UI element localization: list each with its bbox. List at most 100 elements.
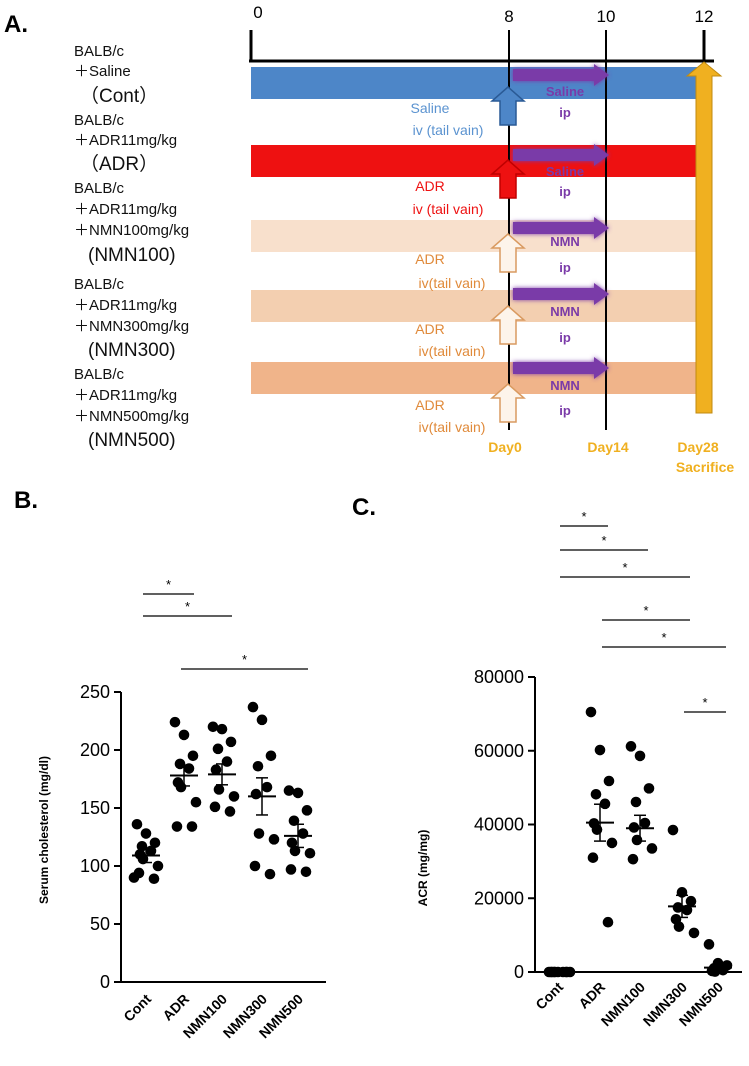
data-point [249,860,261,872]
inj-label-adr: ADR [415,178,445,194]
group-cont-name: （Cont） [80,85,158,107]
inj-label-nmn500: ADR [415,397,445,413]
day-label-12: 12 [695,7,714,26]
ip-route-adr: ip [559,184,571,199]
sacrifice-arrow [685,61,723,414]
data-point [216,723,228,735]
data-point [207,721,219,733]
data-point [630,796,642,808]
ip-label-nmn300: NMN [550,304,580,319]
data-point [286,837,298,849]
data-point [178,729,190,741]
data-point [292,787,304,799]
data-point [646,843,658,854]
ytick-label: 60000 [474,741,524,761]
data-point [681,904,693,916]
ip-route-nmn300: ip [559,330,571,345]
panel-b-means [132,763,312,864]
ip-arrow-nmn100 [513,217,609,239]
panel-b-letter: B. [14,487,38,514]
data-point [268,834,280,845]
inj-route-nmn300: iv(tail vain) [419,343,486,359]
significance-label: * [185,599,190,614]
inj-route-cont: iv (tail vain) [413,122,484,138]
panel-a-timeline: A. 0 8 10 12 Saline ip Saline ip NMN ip … [4,3,734,475]
inj-label-nmn100: ADR [415,251,445,267]
injection-arrow-adr [490,159,526,199]
inj-route-nmn100: iv(tail vain) [419,275,486,291]
category-label: ADR [575,979,608,1012]
significance-label: * [166,577,171,592]
group-nmn300-line1: BALB/c [74,276,125,293]
data-point [212,743,224,755]
ytick-label: 80000 [474,667,524,687]
data-point [634,750,646,762]
data-point [171,821,183,832]
panel-c-significance: * * * * * * [560,509,726,713]
ip-route-nmn100: ip [559,260,571,275]
data-point [643,783,655,794]
day-label-10: 10 [597,7,616,26]
ip-label-nmn500: NMN [550,378,580,393]
data-point [667,824,679,836]
panel-c-yticks: 0 20000 40000 60000 80000 [474,667,535,982]
ip-label-cont: Saline [546,84,584,99]
group-nmn500-line3: ＋NMN500mg/kg [74,408,189,425]
data-point [256,714,268,726]
data-point [187,750,199,762]
data-point [247,701,259,713]
data-point [590,788,602,800]
data-point [149,837,161,849]
ytick-label: 250 [80,682,110,702]
data-point [183,763,195,774]
ytick-label: 150 [80,798,110,818]
marker-day14: Day14 [587,439,628,455]
bar-adr [251,145,711,177]
data-point [140,828,152,839]
ip-route-cont: ip [559,105,571,120]
group-adr-line1: BALB/c [74,112,125,129]
panel-a-letter: A. [4,11,28,38]
data-point [602,916,614,928]
injection-arrow-nmn100 [490,233,526,273]
group-nmn300-name: (NMN300) [88,340,176,361]
data-point [252,760,264,772]
significance-label: * [581,509,586,524]
data-point [289,845,301,857]
data-point [148,873,160,885]
injection-arrow-cont [490,86,526,126]
panel-b-yticks: 0 50 100 150 200 250 [80,682,121,992]
ytick-label: 200 [80,740,110,760]
data-point [210,764,222,776]
data-point [672,902,684,913]
day-label-8: 8 [504,7,513,26]
data-point [627,853,639,865]
day-label-0: 0 [253,3,262,22]
group-cont-line2: ＋Saline [74,63,131,80]
data-point [288,815,300,827]
significance-label: * [643,603,648,618]
inj-route-nmn500: iv(tail vain) [419,419,486,435]
category-label: Cont [120,991,154,1025]
group-adr-line2: ＋ADR11mg/kg [74,132,177,149]
data-point [228,791,240,802]
inj-label-cont: Saline [411,100,450,116]
data-point [283,785,295,796]
data-point [685,895,697,907]
marker-sacrifice: Sacrifice [676,459,735,475]
bar-nmn100 [251,220,711,252]
data-point [585,706,597,718]
significance-label: * [661,630,666,645]
ip-arrow-nmn500 [513,357,609,379]
data-point [639,817,651,829]
data-point [221,756,233,767]
category-label: NMN100 [598,979,649,1030]
marker-day28: Day28 [677,439,718,455]
panel-c-means [544,803,732,973]
ytick-label: 50 [90,914,110,934]
injection-arrows [490,86,526,423]
data-point [209,801,221,813]
